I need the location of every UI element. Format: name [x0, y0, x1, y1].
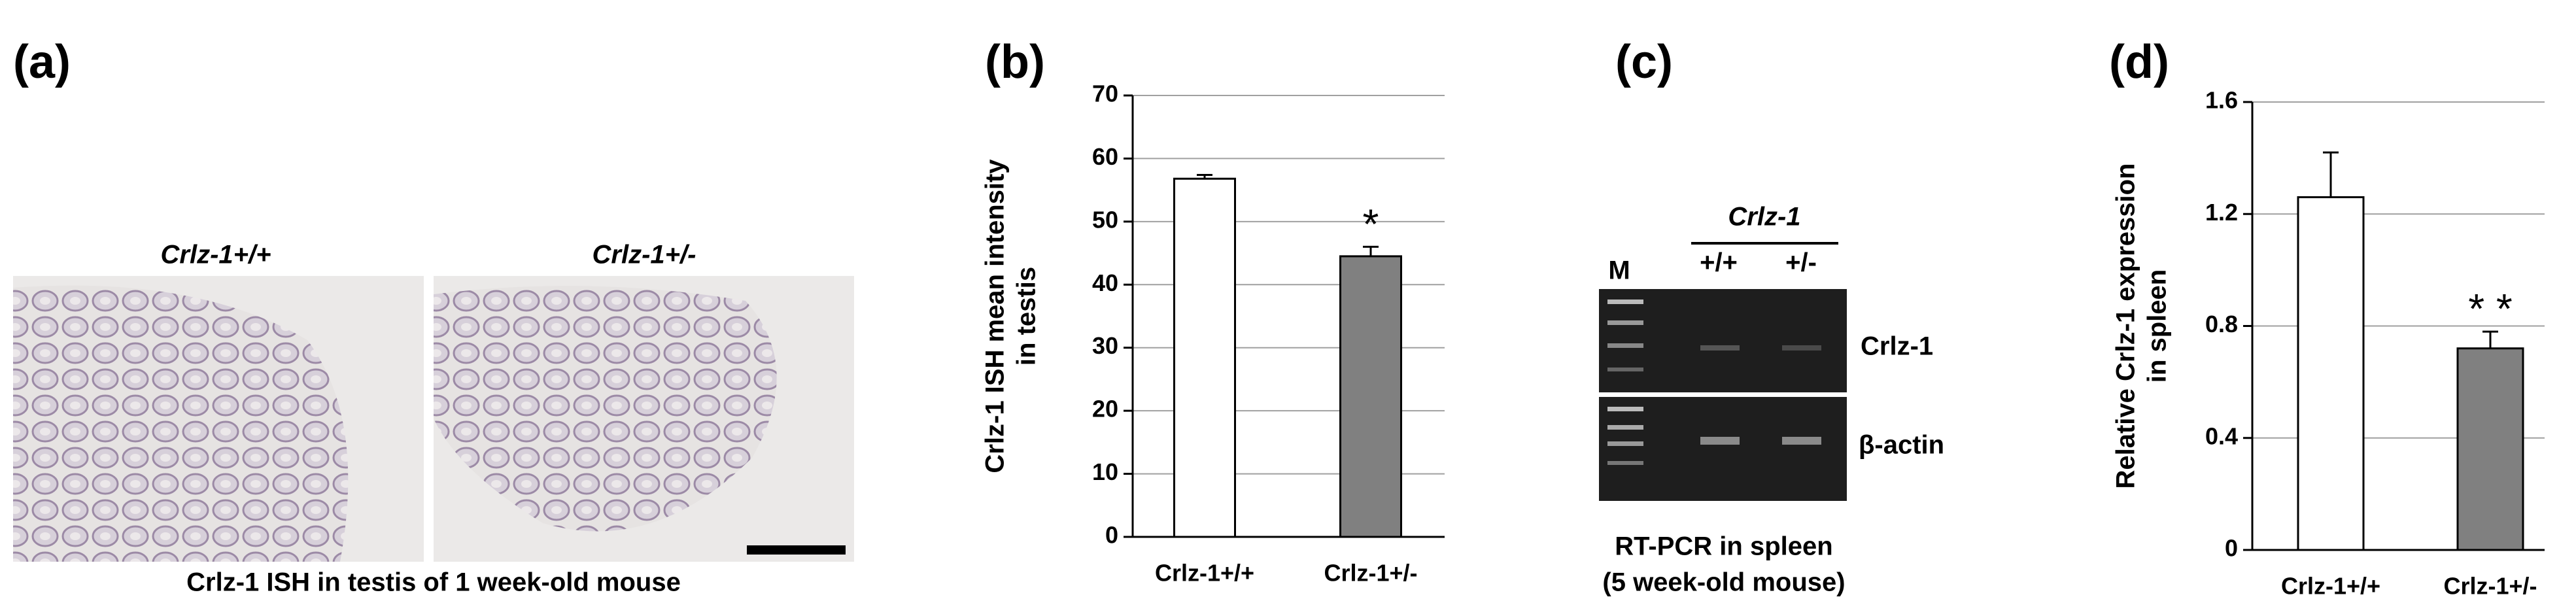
panel-label: (a): [13, 36, 71, 88]
y-tick-label: 1.2: [2205, 199, 2238, 226]
y-tick-label: 20: [1092, 396, 1118, 422]
scale-bar: [747, 545, 846, 555]
significance-mark: * *: [2468, 285, 2513, 332]
image-title: Crlz-1+/-: [592, 241, 696, 269]
y-tick-label: 50: [1092, 206, 1118, 233]
y-tick-label: 0.8: [2205, 311, 2238, 337]
y-axis-label: Relative Crlz-1 expression: [2112, 163, 2140, 489]
histology-image: [434, 276, 854, 562]
y-tick-label: 0: [1105, 522, 1118, 549]
y-tick-label: 1.6: [2205, 87, 2238, 114]
lane-label: +/+: [1700, 248, 1738, 277]
significance-mark: *: [1363, 200, 1379, 247]
y-tick-label: 0: [2225, 535, 2238, 562]
y-axis-label: Crlz-1 ISH mean intensity: [981, 159, 1010, 473]
histology-image: [13, 276, 424, 562]
x-tick-label: Crlz-1+/+: [2281, 573, 2380, 600]
x-tick-label: Crlz-1+/+: [1155, 560, 1254, 587]
gel-image: [1599, 397, 1847, 501]
panel-label: (b): [985, 36, 1045, 88]
y-tick-label: 10: [1092, 458, 1118, 485]
gene-header: Crlz-1: [1728, 203, 1800, 231]
y-tick-label: 40: [1092, 269, 1118, 296]
y-tick-label: 30: [1092, 332, 1118, 359]
caption: RT-PCR in spleen: [1615, 532, 1832, 561]
bar: [1339, 255, 1402, 538]
y-axis-label: in testis: [1012, 267, 1041, 366]
gel-label: β-actin: [1859, 431, 1944, 460]
x-tick-label: Crlz-1+/-: [2443, 573, 2537, 600]
panel-label: (d): [2109, 36, 2169, 88]
gel-label: Crlz-1: [1861, 332, 1933, 361]
caption: Crlz-1 ISH in testis of 1 week-old mouse: [186, 568, 681, 597]
caption: (5 week-old mouse): [1602, 568, 1845, 597]
y-axis-label: in spleen: [2143, 269, 2172, 383]
lane-label: +/-: [1785, 248, 1817, 277]
image-title: Crlz-1+/+: [161, 241, 271, 269]
bar: [2297, 196, 2365, 551]
y-tick-label: 0.4: [2205, 422, 2238, 449]
x-tick-label: Crlz-1+/-: [1324, 560, 1417, 587]
bar: [1173, 177, 1236, 538]
y-tick-label: 60: [1092, 143, 1118, 170]
y-tick-label: 70: [1092, 80, 1118, 107]
bar: [2456, 347, 2524, 551]
marker-label: M: [1608, 256, 1630, 285]
gel-image: [1599, 289, 1847, 392]
panel-label: (c): [1615, 36, 1673, 88]
